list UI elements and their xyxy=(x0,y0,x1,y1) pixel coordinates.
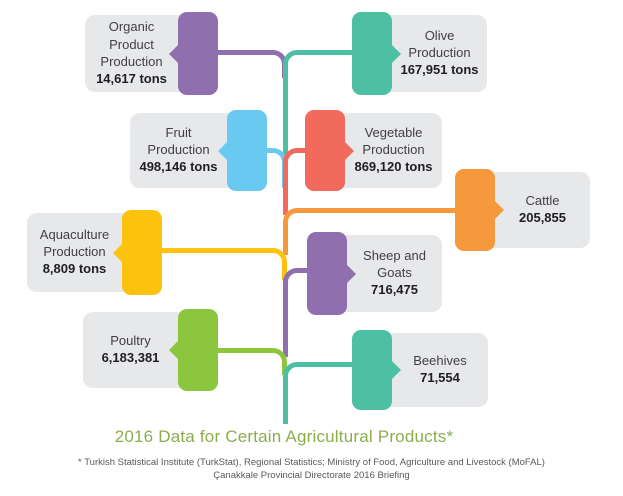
poultry-label: Poultry xyxy=(110,333,151,348)
pointer-notch-icon xyxy=(218,140,228,161)
cattle-color-tab xyxy=(455,169,504,251)
fruit-color-tab xyxy=(218,110,267,191)
organic-color-tab xyxy=(169,12,218,95)
fruit-value: 498,146 tons xyxy=(139,159,218,175)
card-beehives: Beehives 71,554 xyxy=(352,330,488,410)
infographic-title: 2016 Data for Certain Agricultural Produ… xyxy=(114,427,454,446)
pointer-notch-icon xyxy=(344,140,354,161)
beehives-label: Beehives xyxy=(413,353,467,368)
card-organic-production: Organic Product Production 14,617 tons xyxy=(85,12,218,95)
aquaculture-color-tab xyxy=(113,210,162,295)
cattle-connector-line xyxy=(283,208,459,255)
aquaculture-value: 8,809 tons xyxy=(42,261,107,277)
aquaculture-connector-line xyxy=(158,248,287,280)
sheep-color-tab xyxy=(307,232,356,315)
pointer-notch-icon xyxy=(494,200,504,220)
card-poultry: Poultry 6,183,381 xyxy=(83,309,218,391)
poultry-color-tab xyxy=(169,309,218,391)
pointer-notch-icon xyxy=(391,43,401,64)
footnote-line-1: * Turkish Statistical Institute (TurkSta… xyxy=(78,457,545,468)
cattle-value: 205,855 xyxy=(519,210,566,226)
olive-value: 167,951 tons xyxy=(400,62,479,78)
organic-connector-line xyxy=(214,50,287,78)
beehives-value: 71,554 xyxy=(420,370,460,386)
aquaculture-label: Aquaculture Production xyxy=(39,226,110,260)
organic-label: Organic Product Production xyxy=(100,19,163,69)
cattle-label: Cattle xyxy=(525,193,560,208)
pointer-notch-icon xyxy=(113,242,123,263)
poultry-value: 6,183,381 xyxy=(101,350,160,366)
vegetable-value: 869,120 tons xyxy=(354,159,433,175)
vegetable-label: Vegetable Production xyxy=(362,124,425,158)
pointer-notch-icon xyxy=(169,340,179,360)
fruit-label: Fruit Production xyxy=(147,124,210,158)
beehives-connector-trunk-line xyxy=(283,362,356,424)
olive-connector-trunk-line xyxy=(283,50,356,155)
card-aquaculture-production: Aquaculture Production 8,809 tons xyxy=(27,210,162,295)
card-olive-production: Olive Production 167,951 tons xyxy=(352,12,487,95)
sheep-connector-line xyxy=(283,268,311,357)
olive-label: Olive Production xyxy=(408,27,471,61)
sheep-value: 716,475 xyxy=(371,282,418,298)
olive-color-tab xyxy=(352,12,401,95)
poultry-connector-line xyxy=(214,348,287,375)
card-cattle: Cattle 205,855 xyxy=(455,169,590,251)
pointer-notch-icon xyxy=(391,360,401,380)
pointer-notch-icon xyxy=(169,43,179,64)
card-fruit-production: Fruit Production 498,146 tons xyxy=(130,110,267,191)
sheep-label: Sheep and Goats xyxy=(363,247,426,281)
card-sheep-and-goats: Sheep and Goats 716,475 xyxy=(307,232,442,315)
vegetable-connector-line xyxy=(283,148,309,215)
vegetable-color-tab xyxy=(305,110,354,191)
card-vegetable-production: Vegetable Production 869,120 tons xyxy=(305,110,442,191)
source-footnote: * Turkish Statistical Institute (TurkSta… xyxy=(0,456,623,483)
organic-value: 14,617 tons xyxy=(96,70,167,86)
footnote-line-2: Çanakkale Provincial Directorate 2016 Br… xyxy=(213,470,410,482)
beehives-color-tab xyxy=(352,330,401,410)
pointer-notch-icon xyxy=(346,263,356,284)
